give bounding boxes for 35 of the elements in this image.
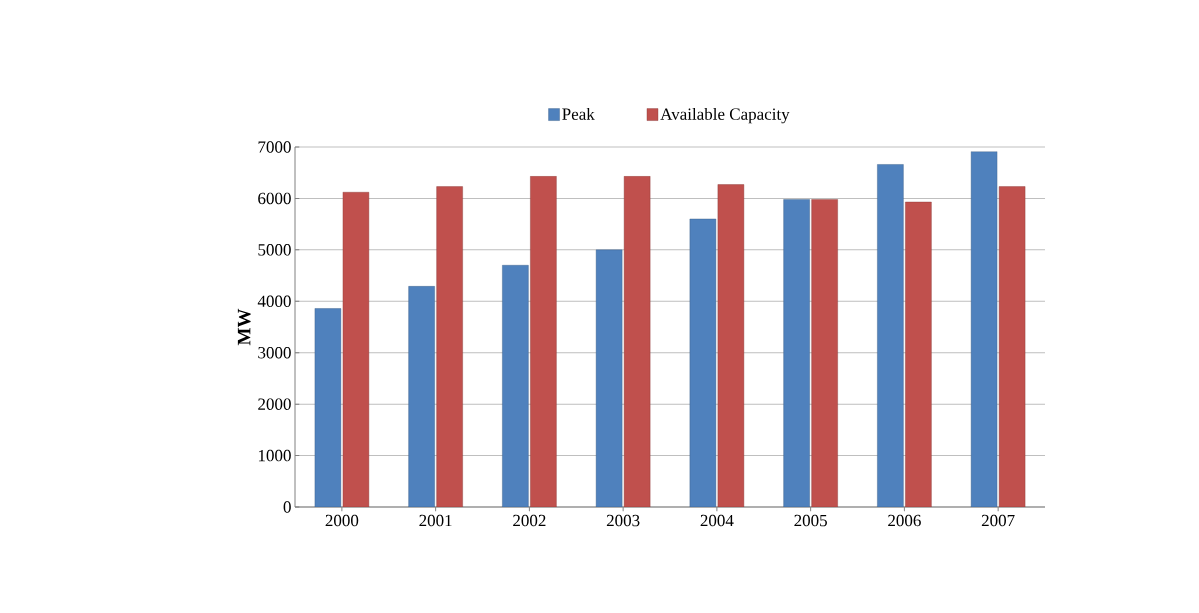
bar <box>905 201 932 507</box>
y-tick-label: 1000 <box>258 449 291 462</box>
y-tick-label: 5000 <box>258 244 291 256</box>
y-tick-label: 7000 <box>258 141 291 153</box>
x-tick-label: 2002 <box>513 514 546 527</box>
bar <box>342 192 370 507</box>
legend-label: Available Capacity <box>660 107 790 124</box>
legend-label: Peak <box>562 107 595 120</box>
y-tick-label: 3000 <box>258 346 291 359</box>
y-tick-label: 4000 <box>257 295 291 308</box>
y-tick-label: 2000 <box>258 398 291 410</box>
bar <box>811 199 838 507</box>
x-tick-label: 2003 <box>606 514 640 527</box>
bar <box>408 286 435 507</box>
bar <box>783 199 810 507</box>
x-tick-label: 2006 <box>888 514 921 527</box>
bar <box>970 151 998 507</box>
x-tick-label: 2005 <box>794 514 827 527</box>
x-tick-label: 2004 <box>700 514 734 527</box>
bar <box>502 265 529 507</box>
bar <box>530 176 557 507</box>
bar <box>717 184 745 507</box>
bar <box>623 176 651 507</box>
y-tick-label: 0 <box>283 501 291 513</box>
y-tick-label: 6000 <box>258 192 291 205</box>
x-tick-label: 2001 <box>419 514 452 527</box>
x-tick-label: 2000 <box>325 514 359 527</box>
bar <box>998 186 1026 507</box>
bar <box>595 249 623 507</box>
bar <box>314 308 342 507</box>
bar <box>689 218 717 507</box>
bar <box>877 164 904 507</box>
bar <box>436 186 463 507</box>
x-tick-label: 2007 <box>981 514 1015 527</box>
y-axis-title: MW <box>237 308 251 346</box>
